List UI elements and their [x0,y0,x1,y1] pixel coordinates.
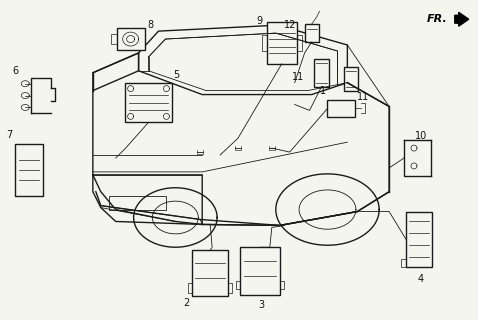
Bar [192,250,228,296]
Text: 3: 3 [259,300,265,310]
Text: FR.: FR. [427,14,448,24]
Bar [267,22,297,64]
Bar [109,196,166,210]
Text: 2: 2 [183,298,189,308]
Text: 4: 4 [418,274,424,284]
Text: 9: 9 [257,16,263,26]
Text: 10: 10 [415,131,427,141]
Bar [117,28,144,50]
Bar [406,212,432,267]
Bar [344,67,358,91]
Text: 11: 11 [292,72,304,82]
Bar [304,24,318,42]
Bar [327,100,355,117]
Text: 7: 7 [6,130,12,140]
Text: 1: 1 [320,86,326,96]
Bar [240,247,280,295]
Text: 12: 12 [283,20,296,30]
Text: 11: 11 [357,92,369,101]
Text: 6: 6 [12,66,18,76]
FancyArrow shape [455,12,468,26]
Bar [125,83,173,122]
Bar [15,144,43,196]
Bar [314,59,329,87]
Text: 8: 8 [147,20,153,30]
Text: 5: 5 [173,70,180,80]
